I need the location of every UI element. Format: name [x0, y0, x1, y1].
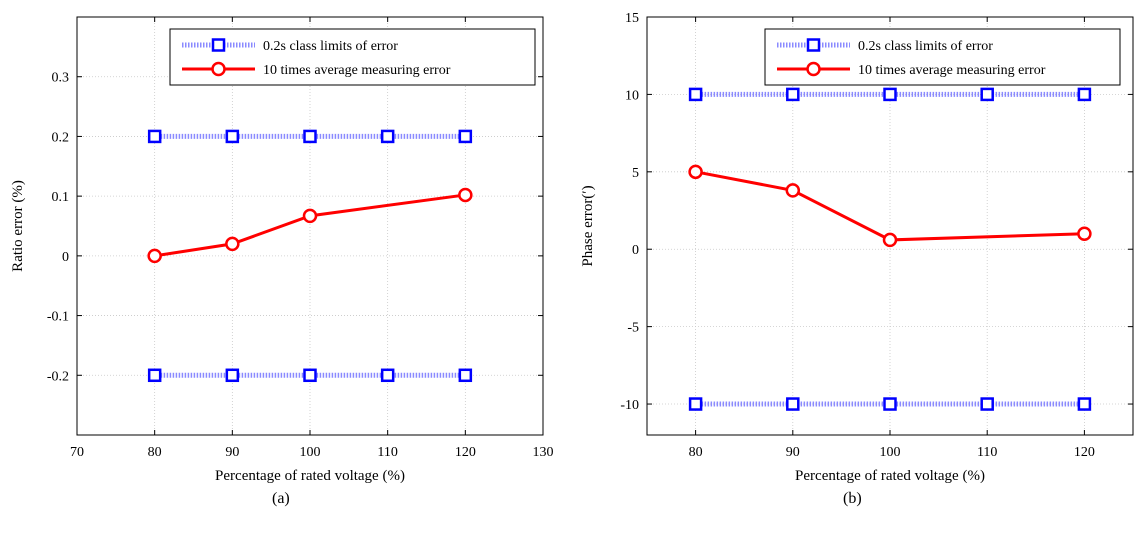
y-tick-label-a-0: -0.2 — [47, 369, 69, 384]
caption-a: (a) — [272, 490, 290, 507]
x-tick-label-a-4: 110 — [377, 445, 397, 460]
x-tick-label-a-2: 90 — [225, 445, 239, 460]
y-tick-label-a-2: 0 — [62, 250, 69, 265]
caption-b: (b) — [843, 490, 862, 507]
y-tick-label-b-4: 10 — [625, 88, 639, 103]
chart-panel-b: 80 90 100 110 120 -10 -5 0 5 10 15 Percentage of ra… — [570, 0, 1135, 535]
y-axis-label-a: Ratio error (%) — [10, 180, 26, 272]
series-line-a-2 — [154, 193, 466, 258]
point-b-1-3 — [980, 397, 994, 411]
x-axis-label-a: Percentage of rated voltage (%) — [215, 468, 405, 484]
x-tick-label-b-2: 100 — [880, 445, 901, 460]
x-axis-label-b: Percentage of rated voltage (%) — [795, 468, 985, 484]
point-a-0-3 — [380, 129, 395, 144]
y-tick-label-b-3: 5 — [632, 166, 639, 181]
point-a-2-1 — [225, 236, 240, 252]
x-tick-label-b-1: 90 — [786, 445, 800, 460]
x-tick-label-b-4: 120 — [1074, 445, 1095, 460]
legend-marker-b-1 — [806, 61, 821, 77]
legend-marker-a-0 — [211, 38, 226, 52]
y-tick-label-a-1: -0.1 — [47, 310, 69, 325]
y-tick-label-b-0: -10 — [620, 398, 639, 413]
point-b-2-2 — [882, 232, 898, 248]
point-b-1-4 — [1077, 397, 1092, 411]
y-tick-label-b-1: -5 — [627, 321, 639, 336]
point-b-0-3 — [980, 87, 994, 102]
point-b-1-0 — [688, 397, 703, 411]
point-b-0-1 — [786, 87, 800, 102]
chart-panel-a: 70 80 90 100 110 120 130 -0.2 -0.1 0 0.1 0.2 0.3 Perc… — [0, 0, 560, 535]
point-a-2-2 — [302, 208, 318, 224]
x-tick-label-b-3: 110 — [977, 445, 997, 460]
x-tick-label-a-1: 80 — [148, 445, 162, 460]
point-b-0-0 — [688, 87, 703, 102]
point-b-0-4 — [1077, 87, 1092, 102]
point-a-0-0 — [147, 129, 162, 144]
legend-label-a-0: 0.2s class limits of error — [263, 39, 398, 54]
point-b-2-3 — [1077, 226, 1092, 241]
x-tick-label-a-3: 100 — [300, 445, 321, 460]
x-tick-label-a-0: 70 — [70, 445, 84, 460]
legend-box-a — [169, 28, 536, 86]
y-axis-label-b: Phase error(′) — [580, 185, 596, 266]
y-tick-label-b-5: 15 — [625, 11, 639, 26]
y-tick-label-b-2: 0 — [632, 243, 639, 258]
point-a-1-0 — [147, 368, 162, 383]
x-tick-label-a-5: 120 — [455, 445, 476, 460]
chart-a: 70 80 90 100 110 120 130 -0.2 -0.1 0 0.1 0.2 0.3 Perc… — [10, 16, 554, 484]
legend-marker-b-0 — [806, 38, 821, 52]
point-b-2-1 — [785, 183, 801, 198]
point-b-0-2 — [883, 87, 897, 102]
legend-box-b — [764, 28, 1121, 86]
legend-label-b-1: 10 times average measuring error — [858, 63, 1046, 78]
point-a-0-1 — [225, 129, 240, 144]
point-b-2-0 — [688, 164, 703, 180]
point-a-2-3 — [458, 187, 473, 203]
point-a-1-1 — [225, 368, 240, 383]
y-tick-label-a-4: 0.2 — [52, 130, 70, 145]
chart-b: 80 90 100 110 120 -10 -5 0 5 10 15 Percentage of ra… — [580, 11, 1134, 484]
y-tick-label-a-5: 0.3 — [52, 71, 70, 86]
x-tick-label-b-0: 80 — [689, 445, 703, 460]
series-line-b-2 — [695, 170, 1085, 242]
point-a-1-4 — [458, 368, 473, 383]
legend-label-a-1: 10 times average measuring error — [263, 63, 451, 78]
legend-marker-a-1 — [211, 61, 226, 77]
x-tick-label-a-6: 130 — [533, 445, 554, 460]
legend-label-b-0: 0.2s class limits of error — [858, 39, 993, 54]
point-a-1-2 — [303, 368, 317, 383]
point-b-1-2 — [883, 397, 897, 411]
point-a-0-2 — [303, 129, 317, 144]
point-a-2-0 — [147, 248, 162, 264]
point-a-0-4 — [458, 129, 473, 144]
point-a-1-3 — [380, 368, 395, 383]
point-b-1-1 — [786, 397, 800, 411]
y-tick-label-a-3: 0.1 — [52, 190, 70, 205]
